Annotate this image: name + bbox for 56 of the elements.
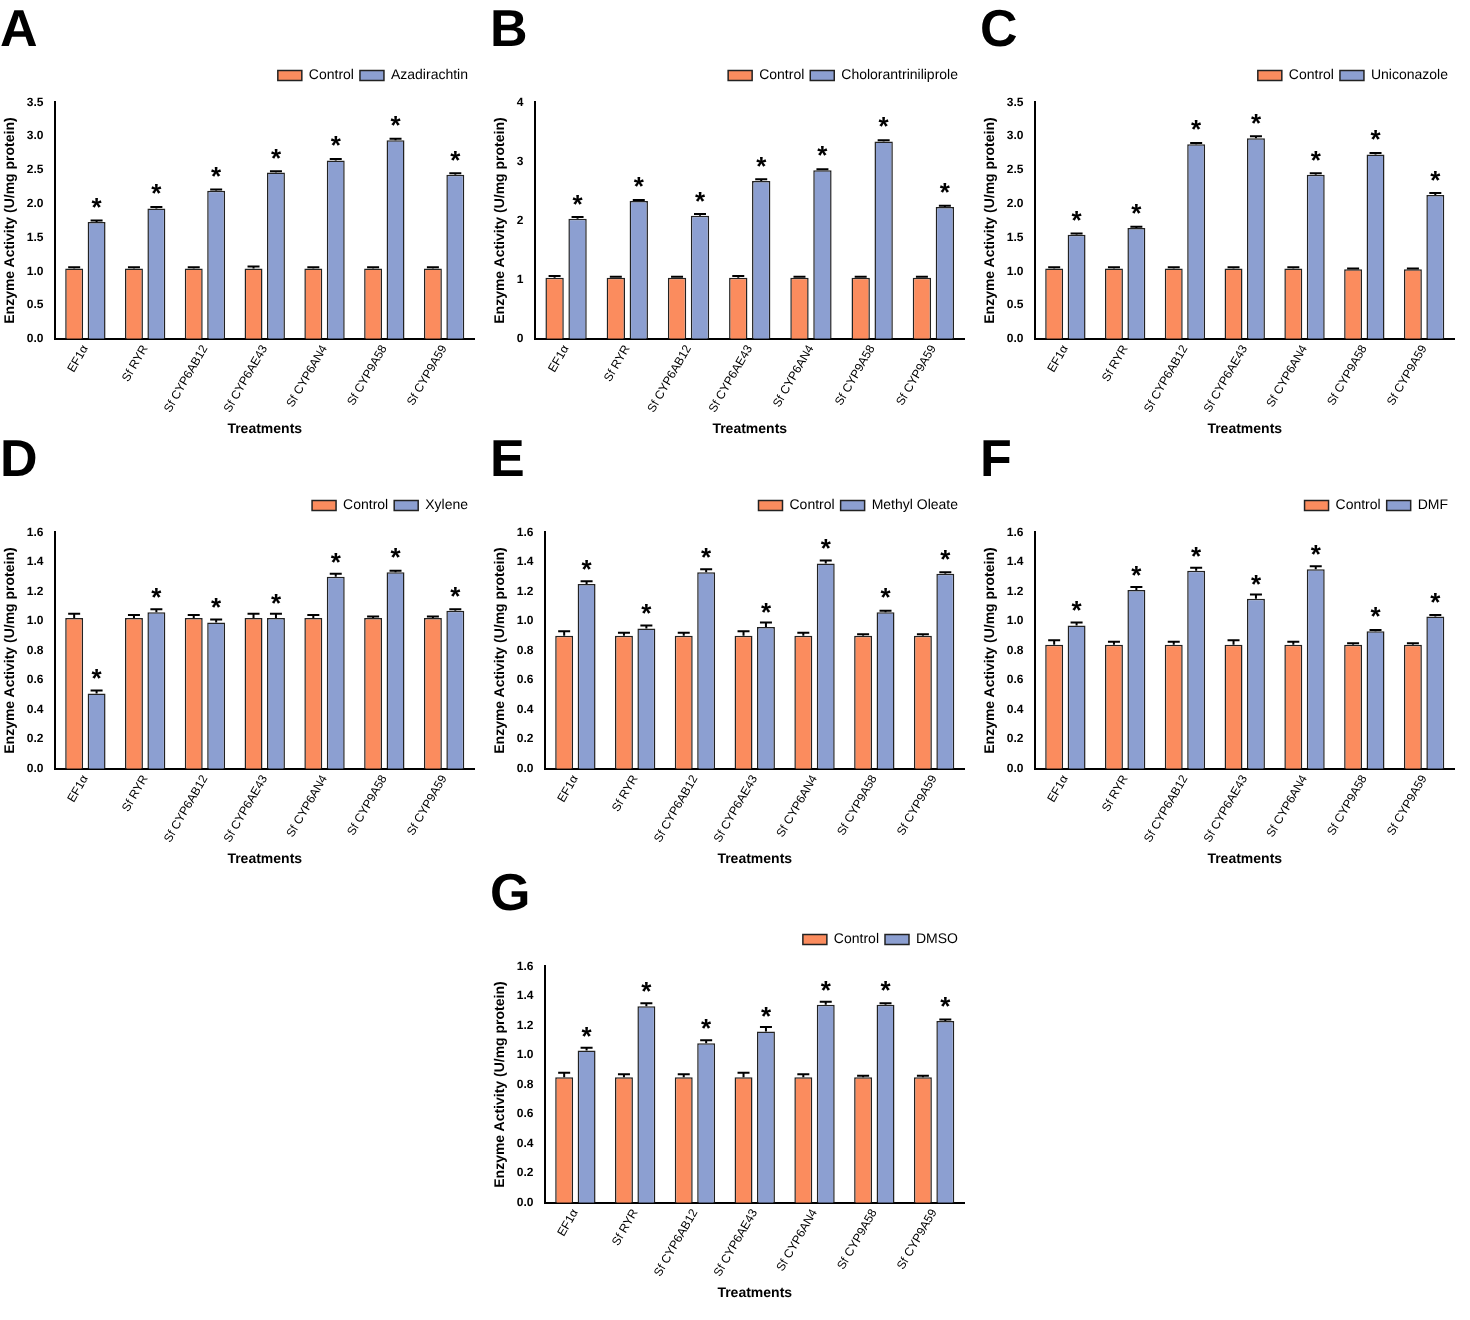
annotation: * (330, 546, 343, 577)
annotation: * (581, 554, 594, 585)
annotation: * (390, 110, 403, 141)
annotation: * (1250, 568, 1263, 599)
annotation: * (756, 150, 769, 181)
annotation: * (1071, 204, 1084, 235)
annotation: * (91, 191, 104, 222)
annotation: * (1370, 601, 1383, 632)
annotation: * (151, 178, 164, 209)
chart-title: G (490, 861, 531, 922)
chart-title: C (980, 0, 1018, 58)
annotation: * (1430, 164, 1443, 195)
annotation: * (694, 185, 707, 216)
annotation: * (450, 144, 463, 175)
annotation: * (572, 188, 585, 219)
annotation: * (878, 111, 891, 142)
annotation: * (1131, 560, 1144, 590)
chart-title: D (0, 427, 38, 488)
annotation: * (701, 542, 714, 573)
annotation: * (211, 160, 224, 191)
annotation: * (581, 1020, 594, 1051)
annotation: * (633, 171, 646, 202)
annotation: * (1430, 586, 1443, 617)
annotation: * (880, 582, 893, 613)
chart-title: B (490, 0, 528, 58)
annotation: * (1370, 124, 1383, 155)
annotation: * (1191, 540, 1204, 571)
annotation: * (701, 1013, 714, 1044)
annotation: * (211, 592, 224, 623)
annotation: * (91, 663, 104, 694)
annotation: * (1191, 114, 1204, 145)
annotation: * (820, 533, 833, 564)
annotation: * (1071, 595, 1084, 626)
annotation: * (641, 598, 654, 629)
annotation: * (270, 588, 283, 619)
annotation: * (939, 176, 952, 207)
annotation: * (641, 976, 654, 1007)
annotation: * (940, 991, 953, 1022)
annotation: * (330, 130, 343, 161)
annotation: * (880, 974, 893, 1005)
chart-title: F (980, 427, 1012, 488)
annotation: * (151, 582, 164, 613)
annotation: * (450, 580, 463, 611)
annotation: * (760, 596, 773, 627)
annotation: * (1131, 197, 1144, 228)
annotation: * (760, 1001, 773, 1032)
annotation: * (1310, 539, 1323, 570)
annotation: * (940, 543, 953, 574)
annotation: * (390, 542, 403, 573)
annotation: * (1310, 144, 1323, 175)
annotation: * (270, 142, 283, 173)
chart-title: A (0, 0, 38, 58)
annotation: * (820, 974, 833, 1005)
annotation: * (1250, 108, 1263, 139)
chart-title: E (490, 427, 525, 488)
annotation: * (817, 140, 830, 171)
